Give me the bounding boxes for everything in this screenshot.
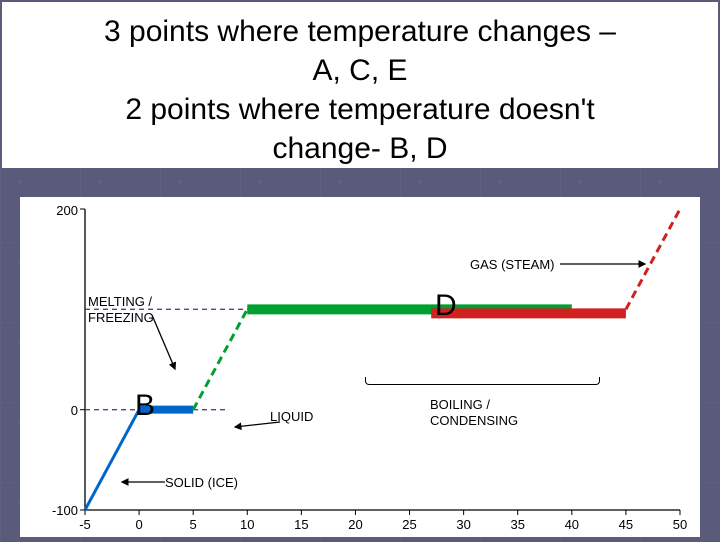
y-tick-0: 0 <box>38 403 78 418</box>
title-line-3: 2 points where temperature doesn't <box>22 90 698 129</box>
x-tick-30: 30 <box>449 517 479 532</box>
label-melting-text: MELTING / FREEZING <box>88 294 154 325</box>
letter-D: D <box>435 289 457 323</box>
title-line-4: change- B, D <box>22 129 698 168</box>
x-tick-50: 50 <box>665 517 695 532</box>
y-tick-neg100: -100 <box>38 503 78 518</box>
x-tick-20: 20 <box>340 517 370 532</box>
chart-inner <box>20 197 700 537</box>
chart-svg <box>20 197 700 537</box>
y-tick-200: 200 <box>38 203 78 218</box>
x-tick-15: 15 <box>286 517 316 532</box>
brace-boiling <box>365 377 600 385</box>
label-melting-freezing: MELTING / FREEZING <box>88 294 154 325</box>
heating-curve-chart: 200 0 -100 -5 0 5 10 15 20 25 30 35 40 45 50 MELTIN… <box>20 197 700 537</box>
x-tick-25: 25 <box>395 517 425 532</box>
letter-B: B <box>135 389 155 423</box>
title-block: 3 points where temperature changes – A, … <box>2 2 718 168</box>
title-line-1: 3 points where temperature changes – <box>22 12 698 51</box>
label-solid: SOLID (ICE) <box>165 475 238 490</box>
x-tick-40: 40 <box>557 517 587 532</box>
title-line-2: A, C, E <box>22 51 698 90</box>
label-boiling-condensing: BOILING / CONDENSING <box>430 397 518 428</box>
x-tick-10: 10 <box>232 517 262 532</box>
x-tick-35: 35 <box>503 517 533 532</box>
x-tick--5: -5 <box>70 517 100 532</box>
x-tick-45: 45 <box>611 517 641 532</box>
label-gas-steam: GAS (STEAM) <box>470 257 555 272</box>
label-liquid: LIQUID <box>270 409 313 424</box>
x-tick-0: 0 <box>124 517 154 532</box>
x-tick-5: 5 <box>178 517 208 532</box>
